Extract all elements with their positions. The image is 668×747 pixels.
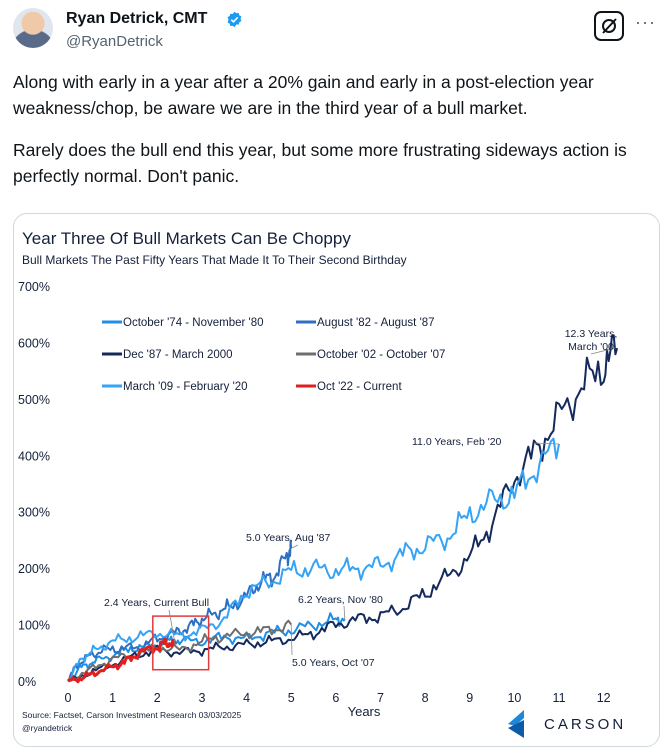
y-tick-label: 500% — [18, 393, 50, 407]
author-name[interactable]: Ryan Detrick, CMT — [66, 10, 208, 27]
chart-image[interactable]: Year Three Of Bull Markets Can Be Choppy… — [13, 213, 660, 747]
x-tick-label: 5 — [288, 691, 295, 705]
y-tick-label: 100% — [18, 619, 50, 633]
x-tick-label: 0 — [65, 691, 72, 705]
x-tick-label: 9 — [466, 691, 473, 705]
x-tick-label: 3 — [198, 691, 205, 705]
chart-annotation: March '00 — [568, 341, 614, 353]
annotation-leader — [291, 544, 299, 549]
tweet-paragraph: Along with early in a year after a 20% g… — [13, 72, 594, 118]
tweet-paragraph: Rarely does the bull end this year, but … — [13, 140, 627, 186]
x-tick-label: 1 — [109, 691, 116, 705]
y-tick-label: 700% — [18, 280, 50, 294]
x-tick-label: 7 — [377, 691, 384, 705]
grok-icon[interactable] — [594, 11, 624, 41]
carson-logo-icon — [508, 710, 524, 738]
chart-title: Year Three Of Bull Markets Can Be Choppy — [22, 229, 351, 248]
annotation-leader — [590, 347, 615, 355]
x-tick-label: 11 — [553, 691, 566, 705]
verified-badge-icon — [227, 11, 242, 28]
annotation-leader — [290, 624, 293, 656]
chart-credit: @ryandetrick — [22, 723, 73, 733]
avatar[interactable] — [13, 8, 53, 48]
annotation-leader — [533, 442, 560, 445]
y-tick-label: 200% — [18, 562, 50, 576]
tweet-text: Along with early in a year after a 20% g… — [13, 69, 653, 205]
annotation-leader — [168, 609, 176, 645]
chart-annotation: 11.0 Years, Feb '20 — [412, 436, 502, 448]
series-line — [67, 637, 177, 684]
chart-svg: Year Three Of Bull Markets Can Be Choppy… — [18, 229, 626, 738]
chart-source: Source: Factset, Carson Investment Resea… — [22, 710, 242, 720]
more-dots-icon[interactable]: ··· — [635, 12, 656, 32]
y-tick-label: 300% — [18, 506, 50, 520]
series-line — [67, 612, 346, 683]
x-tick-label: 6 — [332, 691, 339, 705]
y-tick-label: 400% — [18, 449, 50, 463]
chart-annotation: 12.3 Years, — [565, 328, 618, 340]
x-tick-label: 8 — [422, 691, 429, 705]
chart-annotation: 5.0 Years, Oct '07 — [292, 657, 375, 669]
logo-text: CARSON — [544, 716, 626, 733]
series-line — [67, 539, 293, 682]
legend-label: August '82 - August '87 — [317, 317, 435, 329]
annotation-leader — [343, 605, 346, 619]
legend-label: October '74 - November '80 — [123, 317, 264, 329]
chart-subtitle: Bull Markets The Past Fifty Years That M… — [22, 253, 407, 267]
legend-label: Oct '22 - Current — [317, 381, 402, 393]
x-tick-label: 12 — [597, 691, 611, 705]
chart-annotation: 2.4 Years, Current Bull — [104, 597, 209, 609]
legend-label: October '02 - October '07 — [317, 349, 445, 361]
chart-annotation: 6.2 Years, Nov '80 — [298, 594, 383, 606]
y-tick-label: 0% — [18, 675, 36, 689]
tweet-header: Ryan Detrick, CMT @RyanDetrick ··· — [13, 6, 655, 56]
x-tick-label: 10 — [507, 691, 521, 705]
series-line — [67, 619, 293, 682]
legend-label: Dec '87 - March 2000 — [123, 349, 233, 361]
series-line — [67, 437, 560, 682]
current-bull-box — [152, 615, 210, 671]
x-axis-label: Years — [348, 704, 381, 719]
y-tick-label: 600% — [18, 336, 50, 350]
x-tick-label: 2 — [154, 691, 161, 705]
x-tick-label: 4 — [243, 691, 250, 705]
legend-label: March '09 - February '20 — [123, 381, 248, 393]
author-handle[interactable]: @RyanDetrick — [66, 33, 163, 50]
plot-area: 0%100%200%300%400%500%600%700%0 1 2 3 4 5 6 7 8 9… — [18, 280, 619, 705]
chart-annotation: 5.0 Years, Aug '87 — [246, 532, 330, 544]
